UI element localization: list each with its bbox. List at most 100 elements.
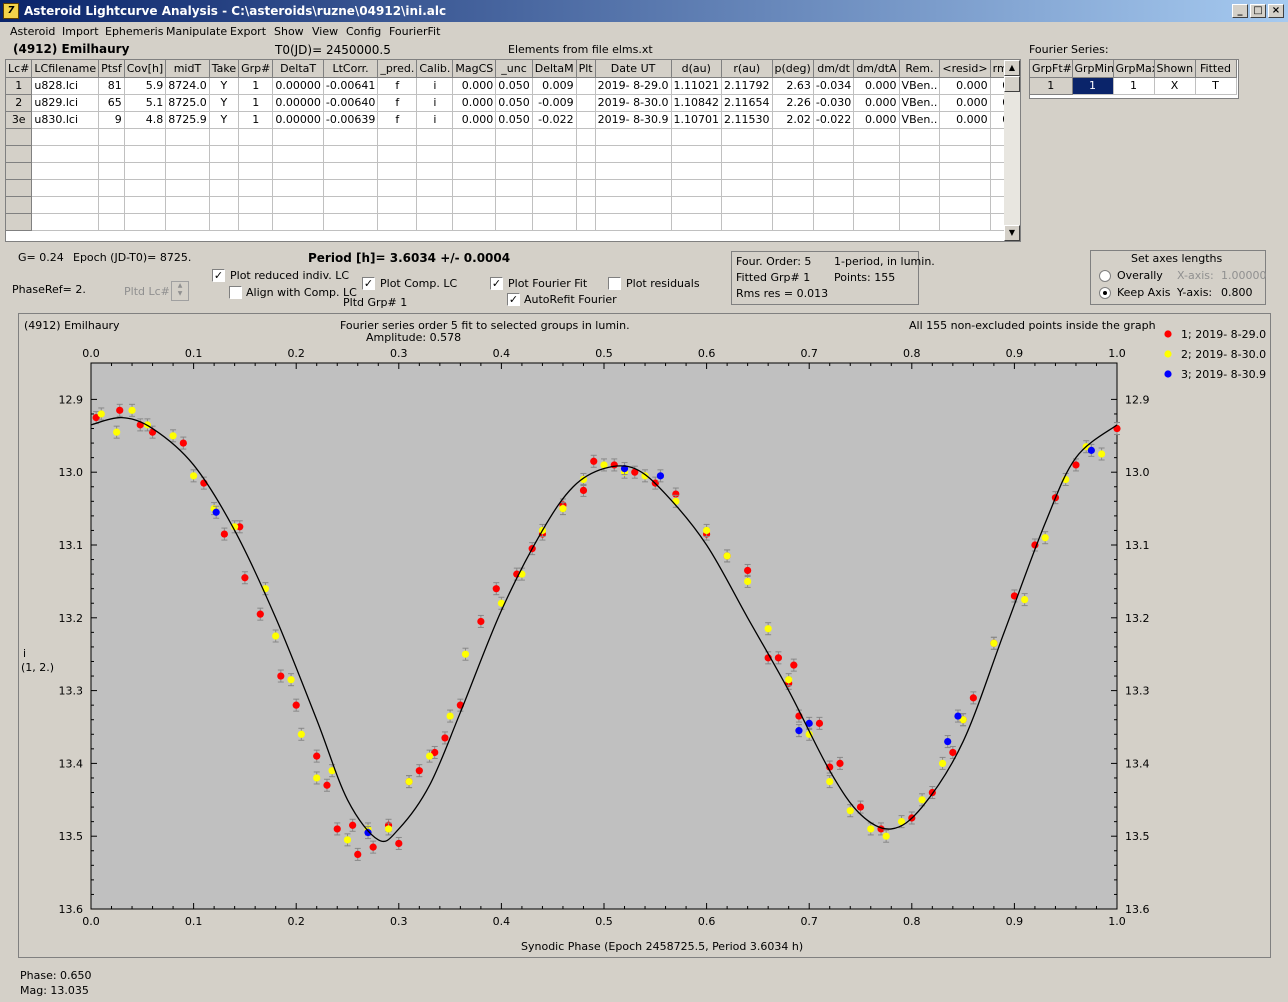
table-cell[interactable] — [209, 196, 240, 214]
lc-col-header[interactable]: dm/dt — [813, 60, 855, 78]
table-cell[interactable]: 4.8 — [124, 111, 167, 129]
table-cell[interactable] — [939, 162, 991, 180]
empty-row[interactable] — [6, 213, 1020, 231]
table-cell[interactable] — [595, 213, 672, 231]
lightcurve-chart[interactable]: 0.0 0.0 0.1 0.1 0.2 0.2 0.3 0.3 0.4 0.4 0.5 0.5 0.6 0… — [19, 314, 1270, 957]
table-cell[interactable] — [532, 128, 577, 146]
table-cell[interactable]: 65 — [98, 94, 125, 112]
align-comp-checkbox[interactable] — [229, 286, 242, 299]
menu-show[interactable]: Show — [274, 25, 304, 38]
table-cell[interactable] — [377, 162, 418, 180]
table-cell[interactable]: 0.00000 — [272, 77, 324, 95]
table-row[interactable]: 1 u828.lci 81 5.9 8724.0 Y 1 0.00000 -0.00641 f i 0… — [6, 77, 1020, 95]
table-cell[interactable] — [853, 179, 900, 197]
table-cell[interactable] — [98, 196, 125, 214]
table-cell[interactable] — [899, 145, 941, 163]
table-cell[interactable] — [721, 145, 773, 163]
lightcurve-table[interactable]: Lc# LCfilename Ptsf Cov[h] midT Take Grp# Delta… — [5, 59, 1021, 242]
table-cell[interactable] — [813, 128, 855, 146]
table-cell[interactable] — [377, 128, 418, 146]
table-cell[interactable]: f — [377, 77, 418, 95]
table-cell[interactable]: VBen.. — [899, 94, 941, 112]
table-cell[interactable] — [721, 128, 773, 146]
lc-col-header[interactable]: LtCorr. — [323, 60, 379, 78]
menu-manipulate[interactable]: Manipulate — [166, 25, 228, 38]
table-cell[interactable]: 0.000 — [452, 77, 497, 95]
table-cell[interactable] — [671, 128, 723, 146]
table-cell[interactable] — [772, 162, 814, 180]
table-cell[interactable] — [323, 128, 379, 146]
fourier-cell-grpmin[interactable]: 1 — [1072, 77, 1114, 95]
menu-import[interactable]: Import — [62, 25, 99, 38]
scroll-thumb[interactable] — [1004, 76, 1020, 92]
plot-fourier-checkbox[interactable]: ✓ — [490, 277, 503, 290]
table-cell[interactable]: 1.10842 — [671, 94, 723, 112]
table-cell[interactable] — [576, 94, 596, 112]
menu-config[interactable]: Config — [346, 25, 382, 38]
table-cell[interactable] — [272, 162, 324, 180]
table-cell[interactable] — [576, 162, 596, 180]
table-cell[interactable]: 0.009 — [532, 77, 577, 95]
table-cell[interactable] — [532, 196, 577, 214]
table-cell[interactable] — [209, 179, 240, 197]
table-cell[interactable] — [452, 145, 497, 163]
table-cell[interactable]: f — [377, 111, 418, 129]
table-cell[interactable] — [576, 111, 596, 129]
y-axis-value[interactable]: 0.800 — [1221, 286, 1253, 299]
table-cell[interactable] — [124, 162, 167, 180]
plot-residuals-checkbox[interactable] — [608, 277, 621, 290]
pltd-lc-spinner[interactable]: ▲ ▼ — [171, 281, 189, 301]
table-cell[interactable] — [939, 145, 991, 163]
table-cell[interactable]: i — [416, 77, 454, 95]
table-cell[interactable] — [595, 145, 672, 163]
table-cell[interactable] — [939, 213, 991, 231]
table-cell[interactable] — [899, 213, 941, 231]
table-cell[interactable]: 81 — [98, 77, 125, 95]
table-cell[interactable] — [165, 213, 210, 231]
table-cell[interactable] — [323, 145, 379, 163]
table-cell[interactable] — [532, 145, 577, 163]
table-row[interactable]: 2 u829.lci 65 5.1 8725.0 Y 1 0.00000 -0.00640 f i 0… — [6, 94, 1020, 112]
table-cell[interactable] — [124, 213, 167, 231]
table-cell[interactable] — [671, 145, 723, 163]
table-cell[interactable] — [165, 196, 210, 214]
lc-col-header[interactable]: d(au) — [671, 60, 723, 78]
x-axis-value[interactable]: 1.00000 — [1221, 269, 1267, 282]
table-cell[interactable] — [899, 196, 941, 214]
table-cell[interactable]: 0.00000 — [272, 111, 324, 129]
table-cell[interactable] — [532, 213, 577, 231]
table-cell[interactable]: 2 — [6, 94, 33, 112]
table-cell[interactable] — [576, 196, 596, 214]
fourier-cell-fitted[interactable]: T — [1195, 77, 1237, 95]
empty-row[interactable] — [6, 145, 1020, 163]
table-cell[interactable] — [31, 128, 100, 146]
table-cell[interactable] — [495, 196, 533, 214]
table-cell[interactable] — [238, 196, 274, 214]
table-cell[interactable]: i — [416, 111, 454, 129]
table-cell[interactable]: -0.009 — [532, 94, 577, 112]
empty-row[interactable] — [6, 196, 1020, 214]
empty-row[interactable] — [6, 162, 1020, 180]
table-cell[interactable] — [209, 213, 240, 231]
table-cell[interactable]: -0.022 — [813, 111, 855, 129]
table-cell[interactable]: VBen.. — [899, 111, 941, 129]
table-cell[interactable] — [721, 162, 773, 180]
table-cell[interactable] — [416, 128, 454, 146]
table-cell[interactable] — [495, 162, 533, 180]
table-cell[interactable] — [576, 213, 596, 231]
menu-export[interactable]: Export — [230, 25, 267, 38]
table-cell[interactable]: 1.11021 — [671, 77, 723, 95]
lc-col-header[interactable]: DeltaM — [532, 60, 577, 78]
table-cell[interactable] — [452, 179, 497, 197]
table-cell[interactable] — [495, 179, 533, 197]
keep-axis-radio[interactable] — [1099, 287, 1111, 299]
table-cell[interactable] — [6, 213, 33, 231]
table-cell[interactable] — [238, 213, 274, 231]
table-cell[interactable] — [323, 179, 379, 197]
table-cell[interactable]: u830.lci — [31, 111, 100, 129]
lc-col-header[interactable]: _pred. — [377, 60, 418, 78]
table-cell[interactable] — [595, 179, 672, 197]
table-cell[interactable]: 8725.0 — [165, 94, 210, 112]
table-cell[interactable] — [853, 145, 900, 163]
table-cell[interactable] — [272, 213, 324, 231]
